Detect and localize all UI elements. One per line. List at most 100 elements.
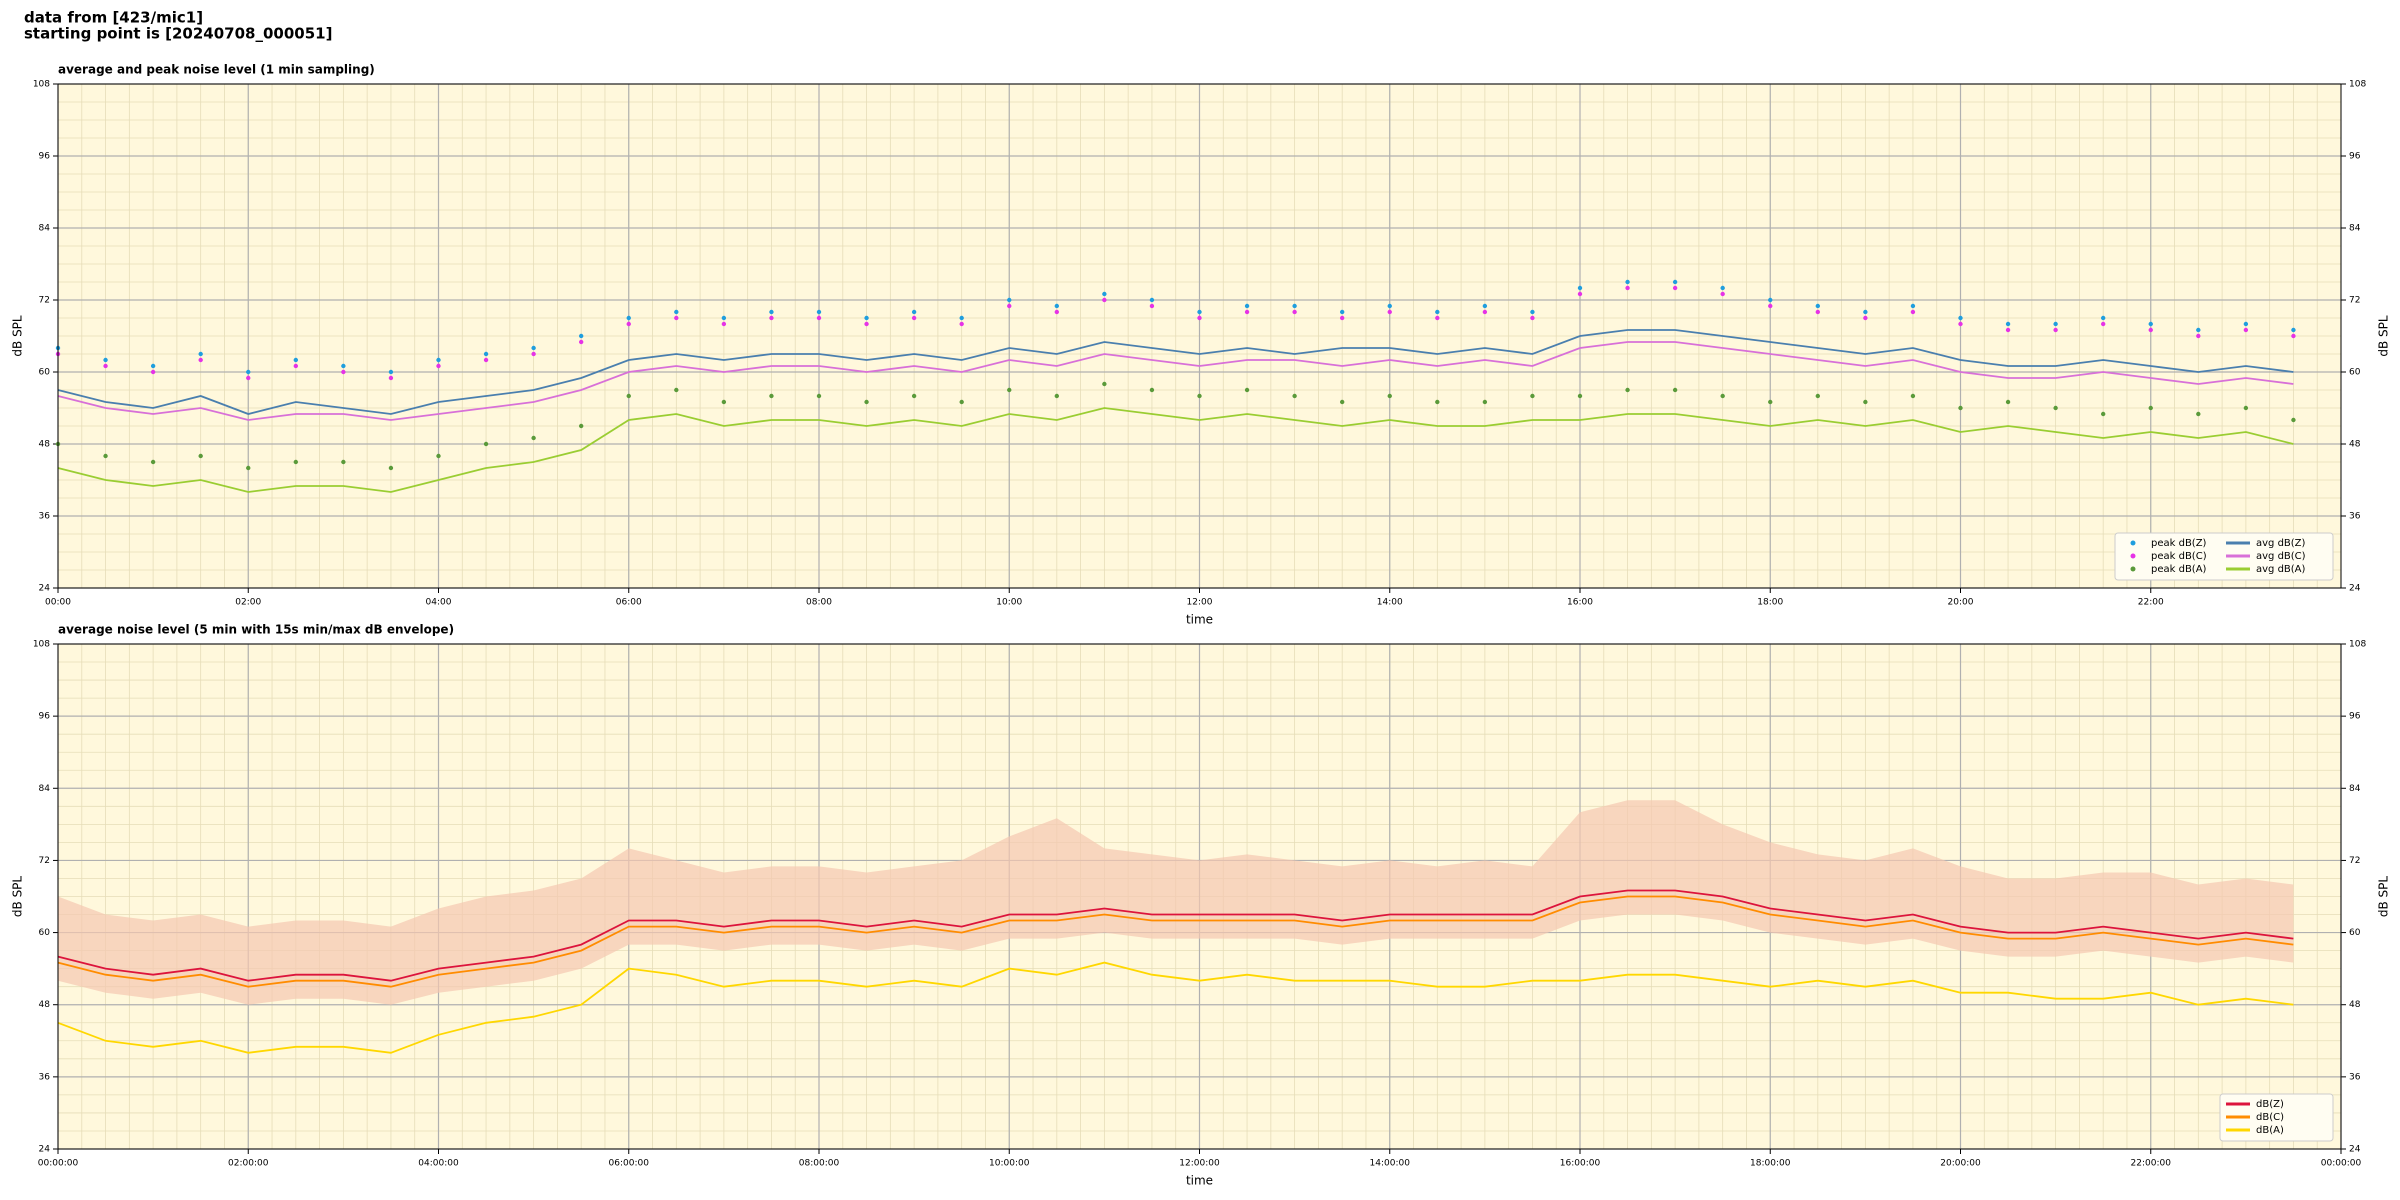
x-tick-label: 06:00:00 <box>609 1159 650 1169</box>
legend-swatch <box>2130 553 2136 559</box>
y-tick-label: 36 <box>2349 512 2361 522</box>
peak-point <box>1625 279 1630 285</box>
x-axis-label: time <box>1186 613 1213 627</box>
x-tick-label: 12:00 <box>1187 598 1213 608</box>
peak-point <box>959 399 964 405</box>
peak-point <box>769 393 774 399</box>
peak-point <box>388 369 394 375</box>
peak-point <box>150 363 156 369</box>
x-tick-label: 22:00 <box>2138 598 2164 608</box>
legend-swatch <box>2130 540 2136 546</box>
peak-point <box>1292 309 1297 315</box>
y-tick-label: 60 <box>39 368 51 378</box>
peak-point <box>293 357 299 363</box>
peak-point <box>1815 309 1821 315</box>
peak-point <box>1910 393 1916 399</box>
peak-point <box>1672 387 1678 393</box>
peak-point <box>531 345 536 351</box>
peak-point <box>1863 315 1868 321</box>
y-tick-label: 96 <box>2349 152 2361 162</box>
legend-label: peak dB(C) <box>2151 551 2207 562</box>
series-line <box>57 889 2294 982</box>
peak-point <box>626 393 631 399</box>
peak-point <box>2148 327 2153 333</box>
y-axis-label: dB SPL <box>2377 315 2391 357</box>
peak-point <box>1530 393 1535 399</box>
peak-point <box>1197 315 1202 321</box>
y-tick-label: 108 <box>2349 640 2366 650</box>
envelope <box>58 800 2294 1005</box>
peak-point <box>246 375 251 381</box>
peak-point <box>483 357 489 363</box>
legend-label: avg dB(Z) <box>2256 538 2306 549</box>
y-tick-label: 36 <box>2349 1072 2361 1082</box>
peak-point <box>246 369 251 375</box>
peak-point <box>1339 309 1345 315</box>
peak-point <box>388 465 394 471</box>
peak-point <box>864 321 869 327</box>
x-tick-label: 12:00:00 <box>1179 1159 1220 1169</box>
peak-point <box>341 369 346 375</box>
peak-point <box>1768 399 1773 405</box>
peak-point <box>1577 393 1583 399</box>
peak-point <box>1625 285 1630 291</box>
y-tick-label: 48 <box>2349 440 2361 450</box>
panel-title: average and peak noise level (1 min samp… <box>58 63 375 77</box>
peak-point <box>1910 309 1916 315</box>
peak-point <box>246 465 251 471</box>
y-tick-label: 72 <box>39 296 50 306</box>
x-tick-label: 10:00 <box>996 598 1022 608</box>
peak-point <box>2196 333 2201 339</box>
peak-point <box>2053 321 2058 327</box>
x-tick-label: 16:00 <box>1567 598 1593 608</box>
y-tick-label: 48 <box>39 1000 51 1010</box>
y-tick-label: 84 <box>2349 784 2361 794</box>
peak-point <box>1435 399 1440 405</box>
peak-point <box>436 357 441 363</box>
peak-point <box>531 351 536 357</box>
header-line: starting point is [20240708_000051] <box>24 25 332 43</box>
peak-point <box>2005 399 2011 405</box>
peak-point <box>1435 315 1440 321</box>
peak-point <box>721 399 727 405</box>
peak-point <box>2100 411 2106 417</box>
peak-point <box>1339 399 1345 405</box>
peak-point <box>674 309 679 315</box>
peak-point <box>1244 303 1250 309</box>
peak-point <box>1054 309 1060 315</box>
peak-point <box>959 315 964 321</box>
x-tick-label: 18:00:00 <box>1750 1159 1791 1169</box>
y-tick-label: 72 <box>2349 856 2360 866</box>
peak-point <box>1149 297 1155 303</box>
y-tick-label: 60 <box>2349 928 2361 938</box>
y-tick-label: 60 <box>2349 368 2361 378</box>
peak-point <box>1482 303 1488 309</box>
x-tick-label: 00:00:00 <box>2321 1159 2362 1169</box>
y-tick-label: 60 <box>39 928 51 938</box>
x-tick-label: 18:00 <box>1757 598 1783 608</box>
peak-point <box>293 363 299 369</box>
x-tick-label: 04:00:00 <box>418 1159 459 1169</box>
peak-point <box>436 453 441 459</box>
peak-point <box>1387 303 1392 309</box>
peak-point <box>1482 399 1488 405</box>
header-line: data from [423/mic1] <box>24 9 203 27</box>
peak-point <box>103 453 108 459</box>
peak-point <box>1482 309 1488 315</box>
legend-label: avg dB(A) <box>2256 564 2306 575</box>
peak-point <box>1102 381 1107 387</box>
peak-point <box>2243 321 2249 327</box>
peak-point <box>911 393 917 399</box>
peak-point <box>721 315 727 321</box>
y-tick-label: 108 <box>33 80 50 90</box>
peak-point <box>1530 315 1535 321</box>
peak-point <box>483 441 489 447</box>
series-line <box>57 407 2294 493</box>
series-line <box>57 961 2294 1054</box>
peak-point <box>1244 309 1250 315</box>
y-tick-label: 36 <box>39 512 51 522</box>
peak-point <box>1672 285 1678 291</box>
peak-point <box>1720 393 1725 399</box>
peak-point <box>674 315 679 321</box>
